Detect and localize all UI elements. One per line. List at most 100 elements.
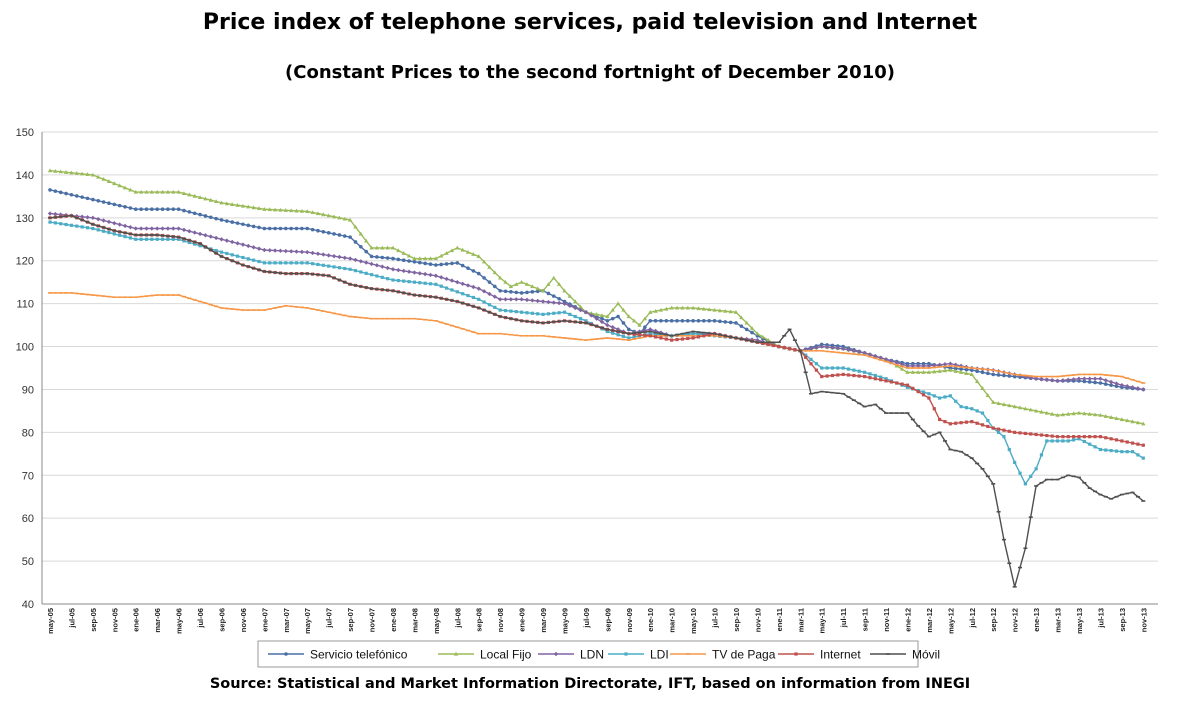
series-line <box>49 221 1144 486</box>
data-point <box>444 276 449 282</box>
data-point <box>723 308 728 313</box>
data-point <box>235 254 240 258</box>
data-point <box>1087 380 1092 384</box>
data-point <box>739 315 744 320</box>
data-point <box>133 189 138 194</box>
data-point <box>471 269 476 273</box>
data-point <box>1001 402 1007 407</box>
data-point <box>193 242 197 246</box>
x-tick-label: sep-10 <box>732 608 741 632</box>
data-point <box>1076 410 1082 415</box>
data-point <box>712 307 717 312</box>
data-point <box>90 215 96 221</box>
y-tick-label: 110 <box>16 299 34 311</box>
data-point <box>450 261 454 266</box>
data-point <box>187 192 192 197</box>
data-point <box>74 194 79 198</box>
data-point <box>267 226 272 231</box>
data-point <box>326 213 331 218</box>
data-point <box>385 265 390 271</box>
data-point <box>310 227 315 232</box>
data-point <box>840 346 846 351</box>
data-point <box>321 263 325 267</box>
data-point <box>556 282 562 286</box>
data-point <box>428 262 433 267</box>
data-point <box>1108 379 1114 385</box>
data-point <box>519 297 524 302</box>
data-point <box>915 370 921 374</box>
data-point <box>273 261 277 265</box>
data-point <box>455 261 460 265</box>
data-point <box>418 281 422 285</box>
data-point <box>1088 435 1092 439</box>
data-point <box>948 422 952 426</box>
data-point <box>122 185 128 190</box>
x-tick-label: mar-11 <box>796 608 805 632</box>
data-point <box>300 226 304 231</box>
data-point <box>536 312 540 316</box>
y-tick-label: 130 <box>16 213 34 225</box>
x-tick-label: ene-09 <box>518 608 527 632</box>
data-point <box>268 261 272 265</box>
data-point <box>203 196 208 201</box>
data-point <box>1109 449 1113 453</box>
data-point <box>288 249 294 254</box>
data-point <box>814 345 819 350</box>
data-point <box>305 226 310 231</box>
data-point <box>1082 376 1087 381</box>
data-point <box>1012 404 1017 409</box>
data-point <box>123 234 127 239</box>
data-point <box>1109 437 1113 441</box>
data-point <box>653 319 658 323</box>
data-point <box>820 366 824 370</box>
gridlines <box>42 131 1158 605</box>
data-point <box>825 366 829 370</box>
data-point <box>417 260 422 265</box>
data-point <box>996 427 1001 431</box>
data-point <box>535 286 540 291</box>
data-point <box>1033 408 1039 413</box>
data-point <box>873 373 877 378</box>
data-point <box>1018 471 1022 475</box>
x-tick-label: sep-08 <box>475 608 484 632</box>
data-point <box>514 297 519 302</box>
data-point <box>503 279 508 284</box>
data-point <box>401 258 406 262</box>
data-point <box>106 179 112 183</box>
data-point <box>128 236 132 240</box>
data-point <box>1104 436 1108 440</box>
data-point <box>240 242 246 247</box>
data-point <box>669 305 674 310</box>
data-point <box>642 316 648 321</box>
data-point <box>648 310 653 314</box>
x-tick-label: nov-06 <box>239 608 248 632</box>
axes: 40 50 60 70 80 90 100 110 120 130 140 150 may-05 jul-… <box>16 127 1158 634</box>
data-point <box>203 233 208 238</box>
data-point <box>63 170 69 174</box>
data-point <box>91 197 95 202</box>
data-point <box>653 335 658 339</box>
data-point <box>257 225 261 230</box>
data-point <box>433 256 439 261</box>
data-point <box>804 353 808 357</box>
data-point <box>257 259 261 264</box>
data-point <box>273 226 277 231</box>
data-point <box>841 366 845 370</box>
data-point <box>122 223 128 229</box>
data-point <box>551 275 556 280</box>
data-point <box>112 232 116 236</box>
data-point <box>670 338 674 342</box>
data-point <box>809 357 813 362</box>
data-point <box>863 370 867 374</box>
data-point <box>439 275 444 280</box>
data-point <box>305 209 310 213</box>
data-point <box>310 250 315 256</box>
data-point <box>455 290 459 294</box>
data-point <box>144 207 149 212</box>
data-point <box>117 203 122 208</box>
data-point <box>74 171 79 175</box>
data-point <box>353 224 358 229</box>
data-point <box>728 320 733 325</box>
data-point <box>396 278 400 283</box>
data-point <box>241 222 245 227</box>
